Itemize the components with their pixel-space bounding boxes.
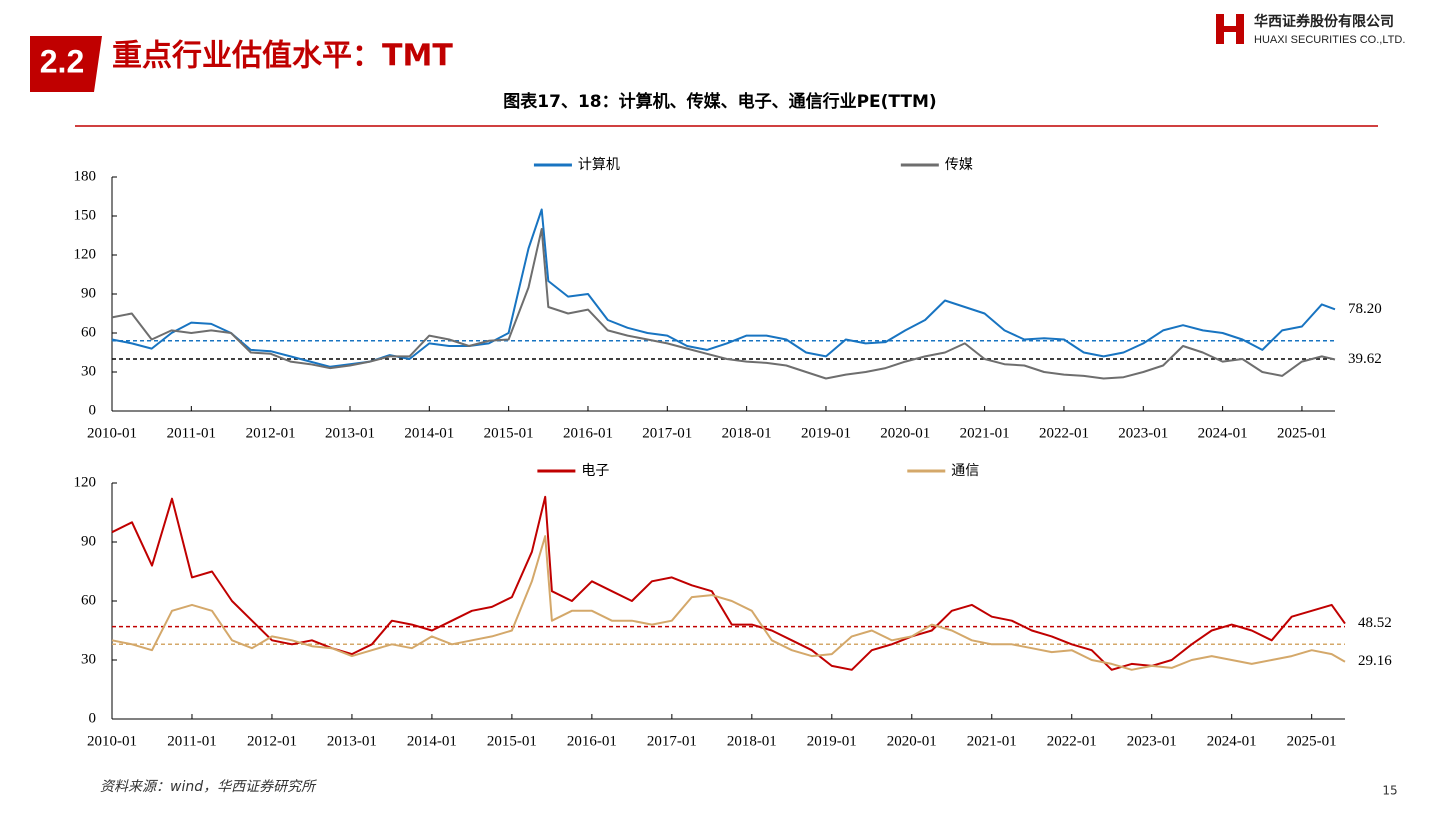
section-number: 2.2: [40, 43, 84, 79]
end-value-label: 39.62: [1348, 351, 1382, 367]
end-value-label: 29.16: [1358, 653, 1392, 669]
y-tick-label: 120: [74, 246, 97, 262]
logo-bar: [1224, 26, 1236, 32]
x-tick-label: 2014-01: [404, 425, 454, 441]
logo-bar: [1236, 14, 1244, 44]
x-tick-label: 2014-01: [407, 733, 457, 749]
x-tick-label: 2010-01: [87, 733, 137, 749]
y-tick-label: 0: [89, 710, 97, 726]
x-tick-label: 2020-01: [880, 425, 930, 441]
x-tick-label: 2025-01: [1287, 733, 1337, 749]
x-tick-label: 2024-01: [1198, 425, 1248, 441]
x-tick-label: 2012-01: [246, 425, 296, 441]
x-tick-label: 2020-01: [887, 733, 937, 749]
y-tick-label: 60: [81, 324, 96, 340]
x-tick-label: 2011-01: [167, 733, 216, 749]
end-value-label: 48.52: [1358, 615, 1392, 631]
y-tick-label: 180: [74, 168, 97, 184]
x-tick-label: 2021-01: [967, 733, 1017, 749]
x-tick-label: 2016-01: [563, 425, 613, 441]
x-tick-label: 2013-01: [327, 733, 377, 749]
y-tick-label: 120: [74, 474, 97, 490]
end-value-label: 78.20: [1348, 301, 1382, 317]
section-badge: [30, 36, 102, 92]
y-tick-label: 0: [89, 402, 97, 418]
page-number: 15: [1382, 784, 1397, 798]
y-tick-label: 90: [81, 533, 96, 549]
y-tick-label: 150: [74, 207, 97, 223]
x-tick-label: 2019-01: [801, 425, 851, 441]
x-tick-label: 2015-01: [484, 425, 534, 441]
y-tick-label: 30: [81, 651, 96, 667]
x-tick-label: 2022-01: [1039, 425, 1089, 441]
x-tick-label: 2012-01: [247, 733, 297, 749]
series-line: [111, 495, 1346, 671]
company-name: 华西证券股份有限公司: [1254, 13, 1394, 30]
series-line: [111, 208, 1336, 368]
x-tick-label: 2021-01: [960, 425, 1010, 441]
logo-bar: [1216, 14, 1224, 44]
x-tick-label: 2013-01: [325, 425, 375, 441]
x-tick-label: 2024-01: [1207, 733, 1257, 749]
x-tick-label: 2018-01: [727, 733, 777, 749]
x-tick-label: 2018-01: [722, 425, 772, 441]
figure-title: 图表17、18：计算机、传媒、电子、通信行业PE(TTM): [503, 91, 936, 112]
series-line: [111, 535, 1346, 671]
y-tick-label: 90: [81, 285, 96, 301]
logo: 华西证券股份有限公司 HUAXI SECURITIES CO.,LTD.: [1216, 13, 1405, 46]
x-tick-label: 2017-01: [642, 425, 692, 441]
x-tick-label: 2022-01: [1047, 733, 1097, 749]
x-tick-label: 2017-01: [647, 733, 697, 749]
x-tick-label: 2025-01: [1277, 425, 1327, 441]
x-tick-label: 2010-01: [87, 425, 137, 441]
legend-label: 电子: [581, 463, 609, 479]
legend-label: 通信: [951, 463, 979, 479]
y-tick-label: 30: [81, 363, 96, 379]
x-tick-label: 2011-01: [167, 425, 216, 441]
legend-label: 计算机: [578, 157, 620, 173]
x-tick-label: 2016-01: [567, 733, 617, 749]
x-tick-label: 2019-01: [807, 733, 857, 749]
y-tick-label: 60: [81, 592, 96, 608]
x-tick-label: 2023-01: [1127, 733, 1177, 749]
legend-label: 传媒: [945, 157, 973, 173]
x-tick-label: 2015-01: [487, 733, 537, 749]
company-name-en: HUAXI SECURITIES CO.,LTD.: [1254, 34, 1405, 46]
source: 资料来源：wind，华西证券研究所: [100, 779, 317, 795]
slide-title: 重点行业估值水平：TMT: [112, 39, 453, 74]
series-line: [111, 228, 1336, 380]
x-tick-label: 2023-01: [1118, 425, 1168, 441]
